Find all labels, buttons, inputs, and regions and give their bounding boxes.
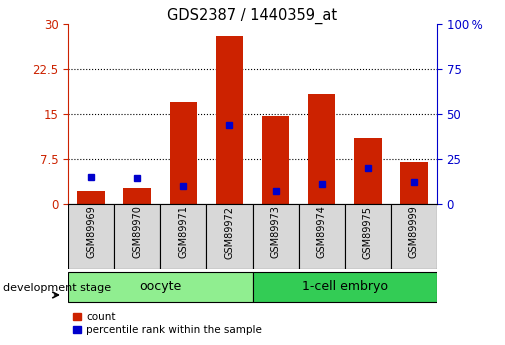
Bar (68, 204, 114, 269)
Text: GSM89969: GSM89969 (86, 206, 96, 258)
Bar (400, 162, 428, 204)
Text: development stage: development stage (3, 283, 111, 293)
Bar (308, 93, 335, 204)
Legend: count, percentile rank within the sample: count, percentile rank within the sample (73, 312, 262, 335)
Bar (262, 116, 289, 204)
Bar (124, 188, 151, 204)
Text: 1-cell embryo: 1-cell embryo (301, 280, 388, 293)
Bar (170, 102, 197, 204)
Text: GSM89970: GSM89970 (132, 206, 142, 258)
Bar (354, 138, 382, 204)
Text: GSM89971: GSM89971 (178, 206, 188, 258)
Text: oocyte: oocyte (139, 280, 181, 293)
Bar (161, 204, 207, 269)
Text: GSM89973: GSM89973 (271, 206, 281, 258)
Text: GSM89972: GSM89972 (224, 206, 234, 258)
Bar (298, 204, 345, 269)
Bar (345, 204, 391, 269)
Bar (252, 272, 437, 302)
Text: GSM89974: GSM89974 (317, 206, 327, 258)
Bar (216, 36, 243, 204)
Text: GSM89999: GSM89999 (409, 206, 419, 258)
Bar (114, 204, 161, 269)
Text: GSM89975: GSM89975 (363, 206, 373, 258)
Title: GDS2387 / 1440359_at: GDS2387 / 1440359_at (168, 8, 337, 24)
Bar (391, 204, 437, 269)
Bar (207, 204, 252, 269)
Bar (68, 272, 252, 302)
Bar (252, 204, 298, 269)
Bar (77, 191, 105, 204)
